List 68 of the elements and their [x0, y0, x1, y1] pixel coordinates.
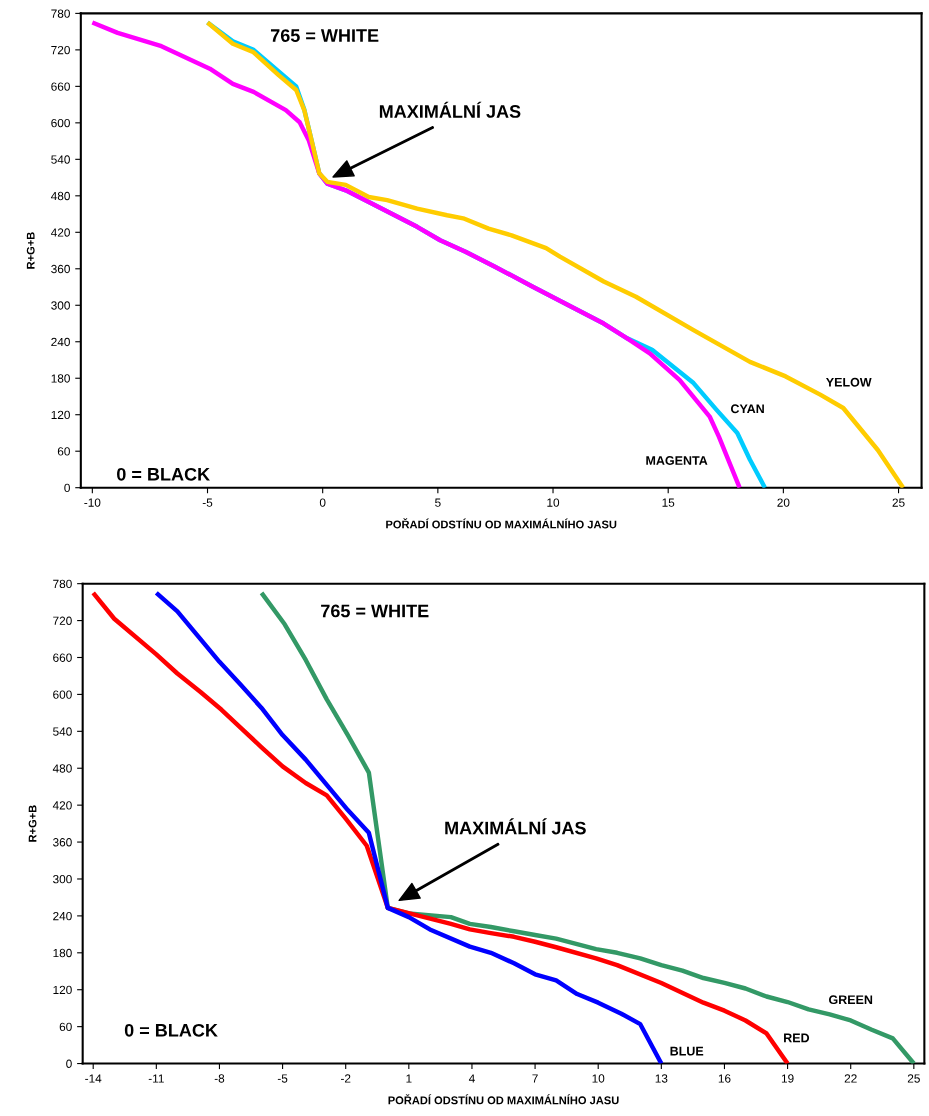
- x-tick-label: -11: [148, 1074, 164, 1083]
- x-tick-label: 4: [468, 1074, 475, 1083]
- x-tick-label: 16: [718, 1074, 731, 1083]
- x-tick-label: 22: [844, 1074, 857, 1083]
- annotation: 0 = BLACK: [124, 1023, 218, 1037]
- y-tick-label: 240: [53, 911, 72, 921]
- x-tick-label: 25: [892, 498, 905, 507]
- y-tick-label: 180: [51, 374, 70, 383]
- y-tick-label: 480: [52, 764, 72, 773]
- y-tick-label: 780: [53, 579, 72, 589]
- x-tick-label: 10: [547, 498, 560, 507]
- x-tick-label: -14: [85, 1074, 102, 1083]
- y-tick-label: 60: [57, 447, 70, 456]
- x-tick-label: 15: [662, 498, 675, 507]
- x-axis-title: POŘADÍ ODSTÍNU OD MAXIMÁLNÍHO JASU: [386, 518, 617, 529]
- y-tick-label: 0: [66, 1059, 72, 1068]
- y-tick-label: 780: [51, 9, 70, 18]
- annotation: MAXIMÁLNÍ JAS: [379, 101, 521, 118]
- x-tick-label: 10: [592, 1074, 605, 1083]
- y-tick-label: 720: [53, 616, 72, 625]
- y-tick-label: 120: [51, 410, 70, 420]
- series-label: RED: [784, 1033, 810, 1043]
- y-tick-label: 420: [52, 801, 72, 810]
- series-label: GREEN: [829, 995, 873, 1005]
- y-tick-label: 360: [51, 264, 70, 274]
- y-tick-label: 720: [51, 45, 70, 55]
- x-tick-label: 7: [532, 1074, 538, 1083]
- x-tick-label: -10: [84, 498, 101, 507]
- x-tick-label: 13: [655, 1074, 668, 1083]
- y-tick-label: 0: [64, 483, 70, 493]
- y-tick-label: 420: [50, 228, 70, 237]
- line-series: [154, 590, 664, 1064]
- x-tick-label: -5: [277, 1074, 288, 1083]
- y-tick-label: 660: [51, 82, 70, 91]
- y-tick-label: 180: [53, 948, 72, 958]
- series-label: MAGENTA: [646, 456, 708, 465]
- annotation: MAXIMÁLNÍ JAS: [445, 818, 586, 835]
- annotation: 0 = BLACK: [117, 467, 210, 481]
- series-label: CYAN: [730, 404, 764, 414]
- y-axis-title: R+G+B: [28, 805, 37, 842]
- y-tick-label: 300: [53, 875, 72, 884]
- y-tick-label: 240: [51, 337, 70, 347]
- y-tick-label: 600: [51, 118, 70, 128]
- series-label: BLUE: [670, 1046, 704, 1056]
- x-tick-label: 25: [907, 1074, 920, 1083]
- x-tick-label: 1: [406, 1074, 412, 1083]
- annotation: 765 = WHITE: [270, 29, 379, 42]
- x-tick-label: -2: [340, 1074, 351, 1083]
- y-tick-label: 300: [51, 301, 70, 310]
- y-tick-label: 480: [50, 191, 70, 201]
- y-tick-label: 60: [59, 1022, 72, 1032]
- series-label: YELOW: [825, 377, 872, 387]
- y-tick-label: 540: [51, 155, 70, 164]
- y-tick-label: 600: [53, 690, 72, 699]
- x-tick-label: -5: [202, 498, 213, 507]
- x-tick-label: 5: [435, 498, 441, 507]
- y-tick-label: 660: [53, 653, 72, 662]
- x-tick-label: 19: [781, 1074, 794, 1083]
- y-tick-label: 360: [53, 838, 72, 847]
- x-tick-label: -8: [214, 1074, 225, 1083]
- line-series: [259, 590, 917, 1064]
- y-tick-label: 120: [53, 985, 72, 995]
- x-axis-title: POŘADÍ ODSTÍNU OD MAXIMÁLNÍHO JASU: [388, 1094, 619, 1105]
- x-tick-label: 20: [777, 498, 790, 507]
- y-axis-title: R+G+B: [26, 232, 35, 269]
- y-tick-label: 540: [53, 727, 72, 736]
- x-tick-label: 0: [319, 498, 326, 507]
- annotation: 765 = WHITE: [321, 604, 429, 618]
